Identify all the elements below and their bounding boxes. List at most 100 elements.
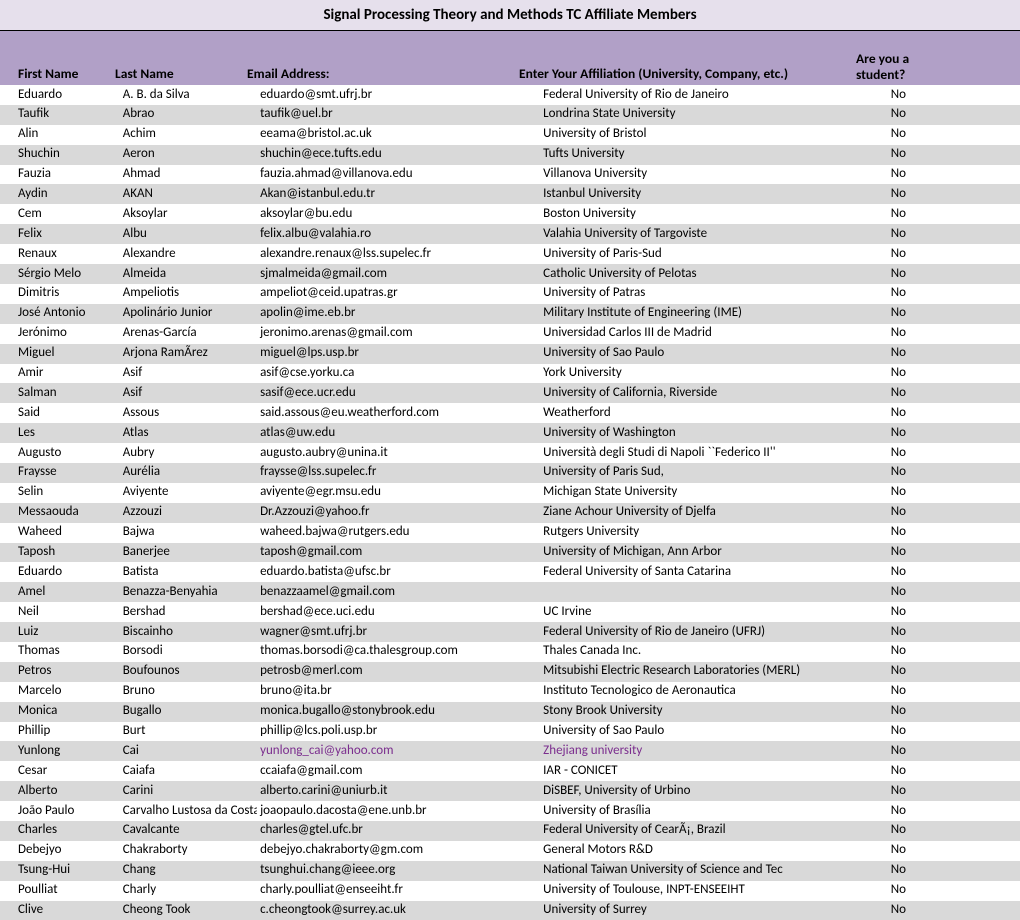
cell-student: No — [887, 344, 1020, 364]
cell-last-name: Asif — [120, 364, 257, 384]
cell-first-name: Monica — [0, 702, 120, 722]
cell-affiliation: University of Sao Paulo — [540, 344, 887, 364]
cell-student: No — [887, 622, 1020, 642]
cell-last-name: Burt — [120, 722, 257, 742]
cell-last-name: A. B. da Silva — [120, 85, 257, 105]
cell-affiliation: Instituto Tecnologico de Aeronautica — [540, 682, 887, 702]
cell-email: charles@gtel.ufc.br — [257, 821, 540, 841]
cell-affiliation: Boston University — [540, 204, 887, 224]
cell-first-name: Cem — [0, 204, 120, 224]
cell-affiliation: Federal University of Rio de Janeiro — [540, 85, 887, 105]
cell-last-name: Carvalho Lustosa da Costa — [120, 801, 257, 821]
table-row: ShuchinAeronshuchin@ece.tufts.eduTufts U… — [0, 145, 1020, 165]
table-row: CliveCheong Tookc.cheongtook@surrey.ac.u… — [0, 901, 1020, 920]
cell-last-name: Azzouzi — [120, 503, 257, 523]
table-row: SaidAssoussaid.assous@eu.weatherford.com… — [0, 403, 1020, 423]
cell-first-name: Miguel — [0, 344, 120, 364]
cell-email: c.cheongtook@surrey.ac.uk — [257, 901, 540, 920]
table-row: NeilBershadbershad@ece.uci.eduUC IrvineN… — [0, 602, 1020, 622]
cell-student: No — [887, 901, 1020, 920]
cell-email: said.assous@eu.weatherford.com — [257, 403, 540, 423]
cell-last-name: Carini — [120, 781, 257, 801]
cell-last-name: Aksoylar — [120, 204, 257, 224]
cell-first-name: José Antonio — [0, 304, 120, 324]
cell-affiliation: Michigan State University — [540, 483, 887, 503]
cell-email: sasif@ece.ucr.edu — [257, 383, 540, 403]
header-first-name: First Name — [0, 65, 115, 82]
cell-student: No — [887, 145, 1020, 165]
cell-email: aviyente@egr.msu.edu — [257, 483, 540, 503]
cell-last-name: Apolinário Junior — [120, 304, 257, 324]
cell-affiliation: University of Surrey — [540, 901, 887, 920]
cell-first-name: Tsung-Hui — [0, 861, 120, 881]
header-email: Email Address: — [247, 65, 519, 82]
cell-last-name: Benazza-Benyahia — [120, 582, 257, 602]
cell-first-name: Selin — [0, 483, 120, 503]
cell-last-name: Aviyente — [120, 483, 257, 503]
cell-first-name: Fraysse — [0, 463, 120, 483]
cell-student: No — [887, 184, 1020, 204]
cell-affiliation — [540, 582, 887, 602]
cell-student: No — [887, 562, 1020, 582]
table-row: PhillipBurtphillip@lcs.poli.usp.brUniver… — [0, 722, 1020, 742]
cell-email: eduardo@smt.ufrj.br — [257, 85, 540, 105]
table-row: Tsung-HuiChangtsunghui.chang@ieee.orgNat… — [0, 861, 1020, 881]
cell-email: jeronimo.arenas@gmail.com — [257, 324, 540, 344]
cell-email: felix.albu@valahia.ro — [257, 224, 540, 244]
table-row: TaposhBanerjeetaposh@gmail.comUniversity… — [0, 543, 1020, 563]
cell-email: petrosb@merl.com — [257, 662, 540, 682]
table-row: FelixAlbufelix.albu@valahia.roValahia Un… — [0, 224, 1020, 244]
cell-last-name: Almeida — [120, 264, 257, 284]
cell-affiliation: University of Paris Sud, — [540, 463, 887, 483]
cell-student: No — [887, 781, 1020, 801]
cell-affiliation: General Motors R&D — [540, 841, 887, 861]
cell-email: augusto.aubry@unina.it — [257, 443, 540, 463]
cell-email: Dr.Azzouzi@yahoo.fr — [257, 503, 540, 523]
cell-email: sjmalmeida@gmail.com — [257, 264, 540, 284]
cell-student: No — [887, 364, 1020, 384]
cell-affiliation: University of Michigan, Ann Arbor — [540, 543, 887, 563]
cell-last-name: Chang — [120, 861, 257, 881]
cell-first-name: Sérgio Melo — [0, 264, 120, 284]
cell-first-name: Yunlong — [0, 741, 120, 761]
cell-first-name: Alberto — [0, 781, 120, 801]
cell-last-name: Aeron — [120, 145, 257, 165]
cell-email: charly.poulliat@enseeiht.fr — [257, 881, 540, 901]
cell-student: No — [887, 741, 1020, 761]
cell-affiliation: Federal University of Santa Catarina — [540, 562, 887, 582]
cell-last-name: Cheong Took — [120, 901, 257, 920]
cell-student: No — [887, 682, 1020, 702]
table-row: MessaoudaAzzouziDr.Azzouzi@yahoo.frZiane… — [0, 503, 1020, 523]
cell-last-name: Bruno — [120, 682, 257, 702]
cell-last-name: Caiafa — [120, 761, 257, 781]
cell-student: No — [887, 443, 1020, 463]
cell-last-name: Alexandre — [120, 244, 257, 264]
cell-affiliation: Thales Canada Inc. — [540, 642, 887, 662]
cell-first-name: Said — [0, 403, 120, 423]
table-row: FauziaAhmadfauzia.ahmad@villanova.eduVil… — [0, 165, 1020, 185]
cell-email: thomas.borsodi@ca.thalesgroup.com — [257, 642, 540, 662]
cell-first-name: Waheed — [0, 523, 120, 543]
cell-last-name: Ampeliotis — [120, 284, 257, 304]
cell-student: No — [887, 165, 1020, 185]
cell-last-name: Ahmad — [120, 165, 257, 185]
header-last-name: Last Name — [115, 65, 247, 82]
cell-first-name: Debejyo — [0, 841, 120, 861]
cell-email: miguel@lps.usp.br — [257, 344, 540, 364]
cell-last-name: Cai — [120, 741, 257, 761]
cell-affiliation: University of Washington — [540, 423, 887, 443]
table-row: JerónimoArenas-Garcíajeronimo.arenas@gma… — [0, 324, 1020, 344]
cell-affiliation: Military Institute of Engineering (IME) — [540, 304, 887, 324]
cell-student: No — [887, 861, 1020, 881]
cell-email: asif@cse.yorku.ca — [257, 364, 540, 384]
table-row: MiguelArjona RamÃ­rezmiguel@lps.usp.brUn… — [0, 344, 1020, 364]
cell-email: phillip@lcs.poli.usp.br — [257, 722, 540, 742]
table-row: LesAtlasatlas@uw.eduUniversity of Washin… — [0, 423, 1020, 443]
cell-first-name: Jerónimo — [0, 324, 120, 344]
page-title: Signal Processing Theory and Methods TC … — [0, 0, 1020, 31]
cell-last-name: Cavalcante — [120, 821, 257, 841]
cell-last-name: Banerjee — [120, 543, 257, 563]
cell-student: No — [887, 483, 1020, 503]
cell-last-name: Bershad — [120, 602, 257, 622]
cell-affiliation: Valahia University of Targoviste — [540, 224, 887, 244]
